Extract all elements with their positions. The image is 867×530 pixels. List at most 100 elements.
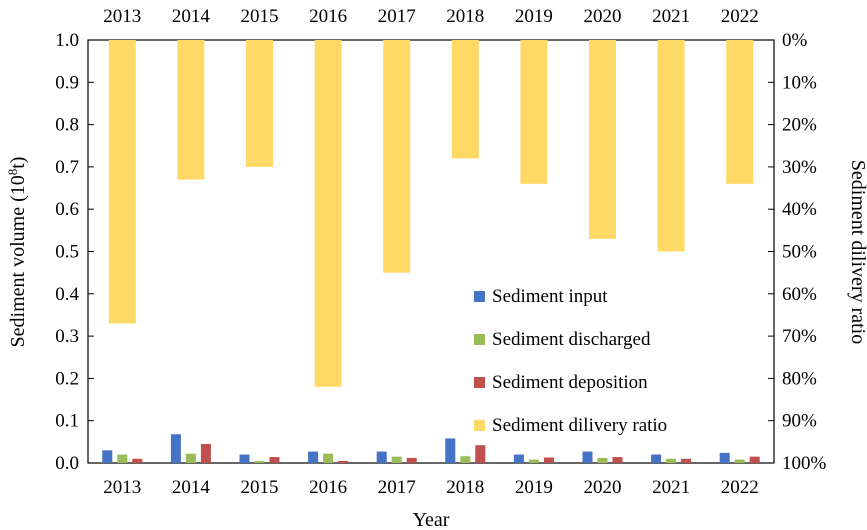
ratio-bar [520,40,548,184]
right-tick-label: 50% [782,242,817,263]
ratio-bar [246,40,273,167]
sediment-deposition-bar [338,460,349,463]
bottom-category-label: 2021 [652,477,690,498]
sediment-input-bar [376,451,387,463]
legend-swatch [474,377,485,388]
right-tick-label: 100% [782,453,827,474]
top-category-label: 2022 [721,6,759,27]
left-tick-label: 0.2 [55,368,79,389]
bottom-category-label: 2020 [584,477,622,498]
top-category-label: 2018 [446,6,484,27]
right-tick-label: 60% [782,284,817,305]
bottom-category-label: 2016 [309,477,347,498]
top-category-label: 2021 [652,6,690,27]
bottom-category-label: 2015 [241,477,279,498]
sediment-discharged-bar [734,459,745,463]
sediment-input-bar [513,454,524,463]
ratio-bar [108,40,136,324]
x-axis-title: Year [413,509,450,530]
left-tick-label: 0.5 [55,242,79,263]
bottom-category-label: 2022 [721,477,759,498]
ratio-bar [451,40,479,159]
left-tick-label: 1.0 [55,30,79,51]
sediment-discharged-bar [185,453,196,463]
right-tick-label: 10% [782,72,817,93]
sediment-input-bar [719,452,730,463]
sediment-deposition-bar [200,443,211,463]
legend-label: Sediment discharged [492,329,651,350]
left-tick-label: 0.3 [55,326,79,347]
legend-swatch [474,420,485,431]
sediment-input-bar [308,451,319,463]
legend-swatch [474,291,485,302]
ratio-bar [589,40,616,239]
right-axis-title: Sediment dilivery ratio [847,160,867,344]
legend-label: Sediment input [492,286,608,307]
sediment-input-bar [651,454,662,463]
legend: Sediment input Sediment discharged Sedimen… [474,286,667,436]
right-tick-label: 0% [782,30,808,51]
sediment-input-bar [170,434,181,463]
top-category-label: 2016 [309,6,347,27]
left-tick-label: 0.6 [55,199,79,220]
sediment-deposition-bar [269,457,280,463]
sediment-input-bar [445,438,456,463]
sediment-deposition-bar [475,445,486,463]
top-category-label: 2013 [103,6,141,27]
left-axis-title: Sediment volume (108t) [5,157,29,348]
right-tick-label: 70% [782,326,817,347]
top-axis: 2013 2014 2015 2016 2017 2018 2019 2020 2021 2022 [103,6,758,27]
sediment-deposition-bar [132,458,143,463]
top-category-label: 2015 [241,6,279,27]
ratio-bar [657,40,685,252]
ratio-bar [383,40,411,273]
sediment-input-bar [239,454,250,463]
left-tick-label: 0.8 [55,115,79,136]
bars [102,40,760,463]
right-tick-label: 90% [782,411,817,432]
bottom-category-label: 2014 [172,477,211,498]
sediment-deposition-bar [612,457,623,463]
sediment-discharged-bar [117,454,128,463]
right-tick-label: 40% [782,199,817,220]
ratio-bar [177,40,205,180]
legend-swatch [474,334,485,345]
sediment-discharged-bar [460,456,471,463]
bottom-category-label: 2013 [103,477,141,498]
bottom-category-label: 2018 [446,477,484,498]
ratio-bar [314,40,342,387]
sediment-input-bar [102,450,113,463]
left-axis-title-unit: t) [7,157,29,169]
sediment-deposition-bar [543,457,554,463]
left-tick-label: 0.4 [55,284,79,305]
right-tick-label: 30% [782,157,817,178]
left-tick-label: 0.0 [55,453,79,474]
legend-label: Sediment deposition [492,372,648,393]
left-axis: 0.0 0.1 0.2 0.3 0.4 0.5 0.6 0.7 0.8 0.9 1.0 [55,30,94,474]
sediment-discharged-bar [597,457,608,463]
left-tick-label: 0.7 [55,157,79,178]
top-category-label: 2014 [172,6,211,27]
sediment-deposition-bar [749,456,760,463]
ratio-bar [726,40,754,184]
top-category-label: 2019 [515,6,553,27]
bottom-axis: 2013 2014 2015 2016 2017 2018 2019 2020 2021 2022 [103,477,758,498]
legend-label: Sediment dilivery ratio [492,415,667,436]
sediment-discharged-bar [254,460,265,463]
left-tick-label: 0.1 [55,411,79,432]
sediment-input-bar [582,451,593,463]
top-category-label: 2020 [584,6,622,27]
sediment-deposition-bar [406,457,417,463]
top-category-label: 2017 [378,6,416,27]
right-tick-label: 80% [782,368,817,389]
bottom-category-label: 2017 [378,477,416,498]
sediment-discharged-bar [666,458,677,463]
left-tick-label: 0.9 [55,72,79,93]
right-axis: 0% 10% 20% 30% 40% 50% 60% 70% 80% 90% 100% [768,30,827,474]
left-axis-title-superscript: 8 [5,169,20,176]
sediment-discharged-bar [323,453,334,463]
sediment-discharged-bar [528,459,539,463]
sediment-discharged-bar [391,456,402,463]
sediment-deposition-bar [681,458,692,463]
